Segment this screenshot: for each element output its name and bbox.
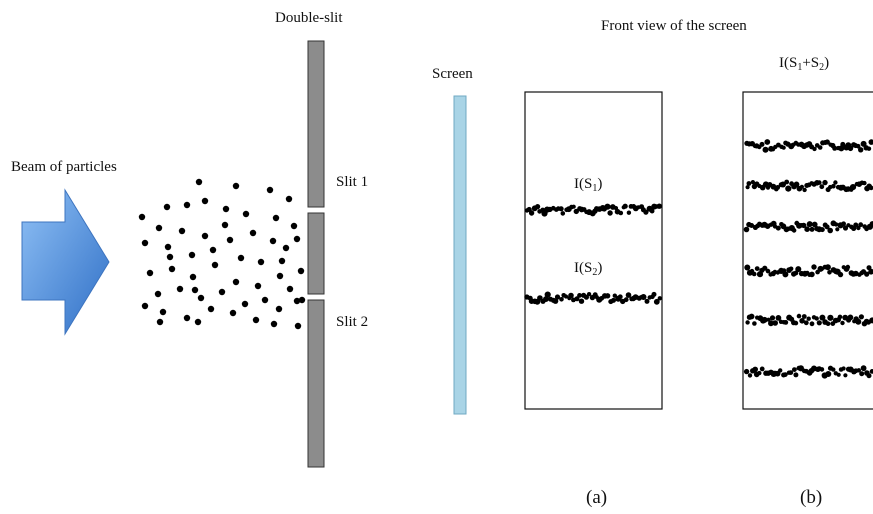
particle-dot bbox=[226, 236, 234, 244]
particle-dot bbox=[297, 267, 305, 275]
particle-dot bbox=[232, 182, 240, 190]
particle-dot bbox=[189, 273, 197, 281]
particle-dot bbox=[141, 302, 149, 310]
particle-dot bbox=[207, 305, 215, 313]
panel-a-frame bbox=[524, 91, 663, 410]
particle-dot bbox=[141, 239, 149, 247]
slit-wall-middle bbox=[307, 212, 325, 295]
particle-dot bbox=[163, 203, 171, 211]
particle-band bbox=[745, 179, 873, 193]
particle-dot bbox=[242, 210, 250, 218]
particle-dot bbox=[156, 318, 164, 326]
slit-wall-bottom bbox=[307, 299, 325, 468]
particle-dot bbox=[261, 296, 269, 304]
beam-arrow-icon bbox=[21, 188, 110, 336]
particle-dot bbox=[282, 244, 290, 252]
particle-dot bbox=[166, 253, 174, 261]
particle-dot bbox=[252, 316, 260, 324]
particle-dot bbox=[237, 254, 245, 262]
intensity-s1-label: I(S1) bbox=[574, 176, 603, 194]
particle-dot bbox=[176, 285, 184, 293]
particle-dot bbox=[154, 290, 162, 298]
particle-dot bbox=[138, 213, 146, 221]
double-slit-label: Double-slit bbox=[275, 10, 343, 26]
particle-dot bbox=[188, 251, 196, 259]
particle-dot bbox=[178, 227, 186, 235]
particle-band bbox=[743, 220, 873, 234]
particle-dot bbox=[155, 224, 163, 232]
front-view-label: Front view of the screen bbox=[601, 18, 747, 34]
slit-2-label: Slit 2 bbox=[336, 314, 369, 330]
intensity-s2-label: I(S2) bbox=[574, 260, 603, 278]
particle-dot bbox=[298, 296, 306, 304]
particle-dot bbox=[159, 308, 167, 316]
panel-a-caption: (a) bbox=[586, 487, 608, 508]
particle-dot bbox=[257, 258, 265, 266]
particle-dot bbox=[194, 318, 202, 326]
particle-band bbox=[744, 139, 873, 153]
panel-b-caption: (b) bbox=[800, 487, 823, 508]
particle-dot bbox=[195, 178, 203, 186]
slit-wall-top bbox=[307, 40, 325, 208]
particle-dot bbox=[276, 272, 284, 280]
particle-dot bbox=[272, 214, 280, 222]
particle-band bbox=[744, 264, 873, 278]
particle-dot bbox=[201, 232, 209, 240]
particle-dot bbox=[229, 309, 237, 317]
particle-dot bbox=[275, 305, 283, 313]
particle-dot bbox=[222, 205, 230, 213]
particle-dot bbox=[146, 269, 154, 277]
particle-dot bbox=[221, 221, 229, 229]
particle-dot bbox=[254, 282, 262, 290]
particle-band bbox=[743, 365, 873, 379]
particle-band bbox=[745, 313, 873, 327]
particle-dot bbox=[290, 222, 298, 230]
particle-dot bbox=[269, 237, 277, 245]
particle-dot bbox=[232, 278, 240, 286]
particle-dot bbox=[218, 288, 226, 296]
particle-dot bbox=[241, 300, 249, 308]
particle-dot bbox=[266, 186, 274, 194]
particle-dot bbox=[201, 197, 209, 205]
particle-dot bbox=[183, 314, 191, 322]
slit-1-label: Slit 1 bbox=[336, 174, 369, 190]
particle-dot bbox=[286, 285, 294, 293]
particle-dot bbox=[278, 257, 286, 265]
particle-dot bbox=[164, 243, 172, 251]
particle-dot bbox=[293, 235, 301, 243]
particle-band bbox=[524, 203, 662, 217]
particle-dot bbox=[294, 322, 302, 330]
particle-dot bbox=[249, 229, 257, 237]
panel-b-bands bbox=[743, 139, 873, 379]
particle-dot bbox=[211, 261, 219, 269]
screen-label: Screen bbox=[432, 66, 473, 82]
particle-dot bbox=[183, 201, 191, 209]
particle-dot bbox=[293, 297, 301, 305]
beam-label: Beam of particles bbox=[11, 159, 117, 175]
particle-dot bbox=[168, 265, 176, 273]
intensity-sum-label: I(S1+S2) bbox=[779, 55, 830, 73]
screen-bar bbox=[453, 95, 467, 415]
particle-band bbox=[524, 291, 662, 305]
particle-dot bbox=[209, 246, 217, 254]
panel-a-bands bbox=[524, 203, 662, 305]
particle-dot bbox=[270, 320, 278, 328]
panel-b-frame bbox=[742, 91, 873, 410]
particle-dot bbox=[197, 294, 205, 302]
particle-dot bbox=[285, 195, 293, 203]
particle-dot bbox=[191, 286, 199, 294]
incoming-particles bbox=[138, 178, 306, 330]
